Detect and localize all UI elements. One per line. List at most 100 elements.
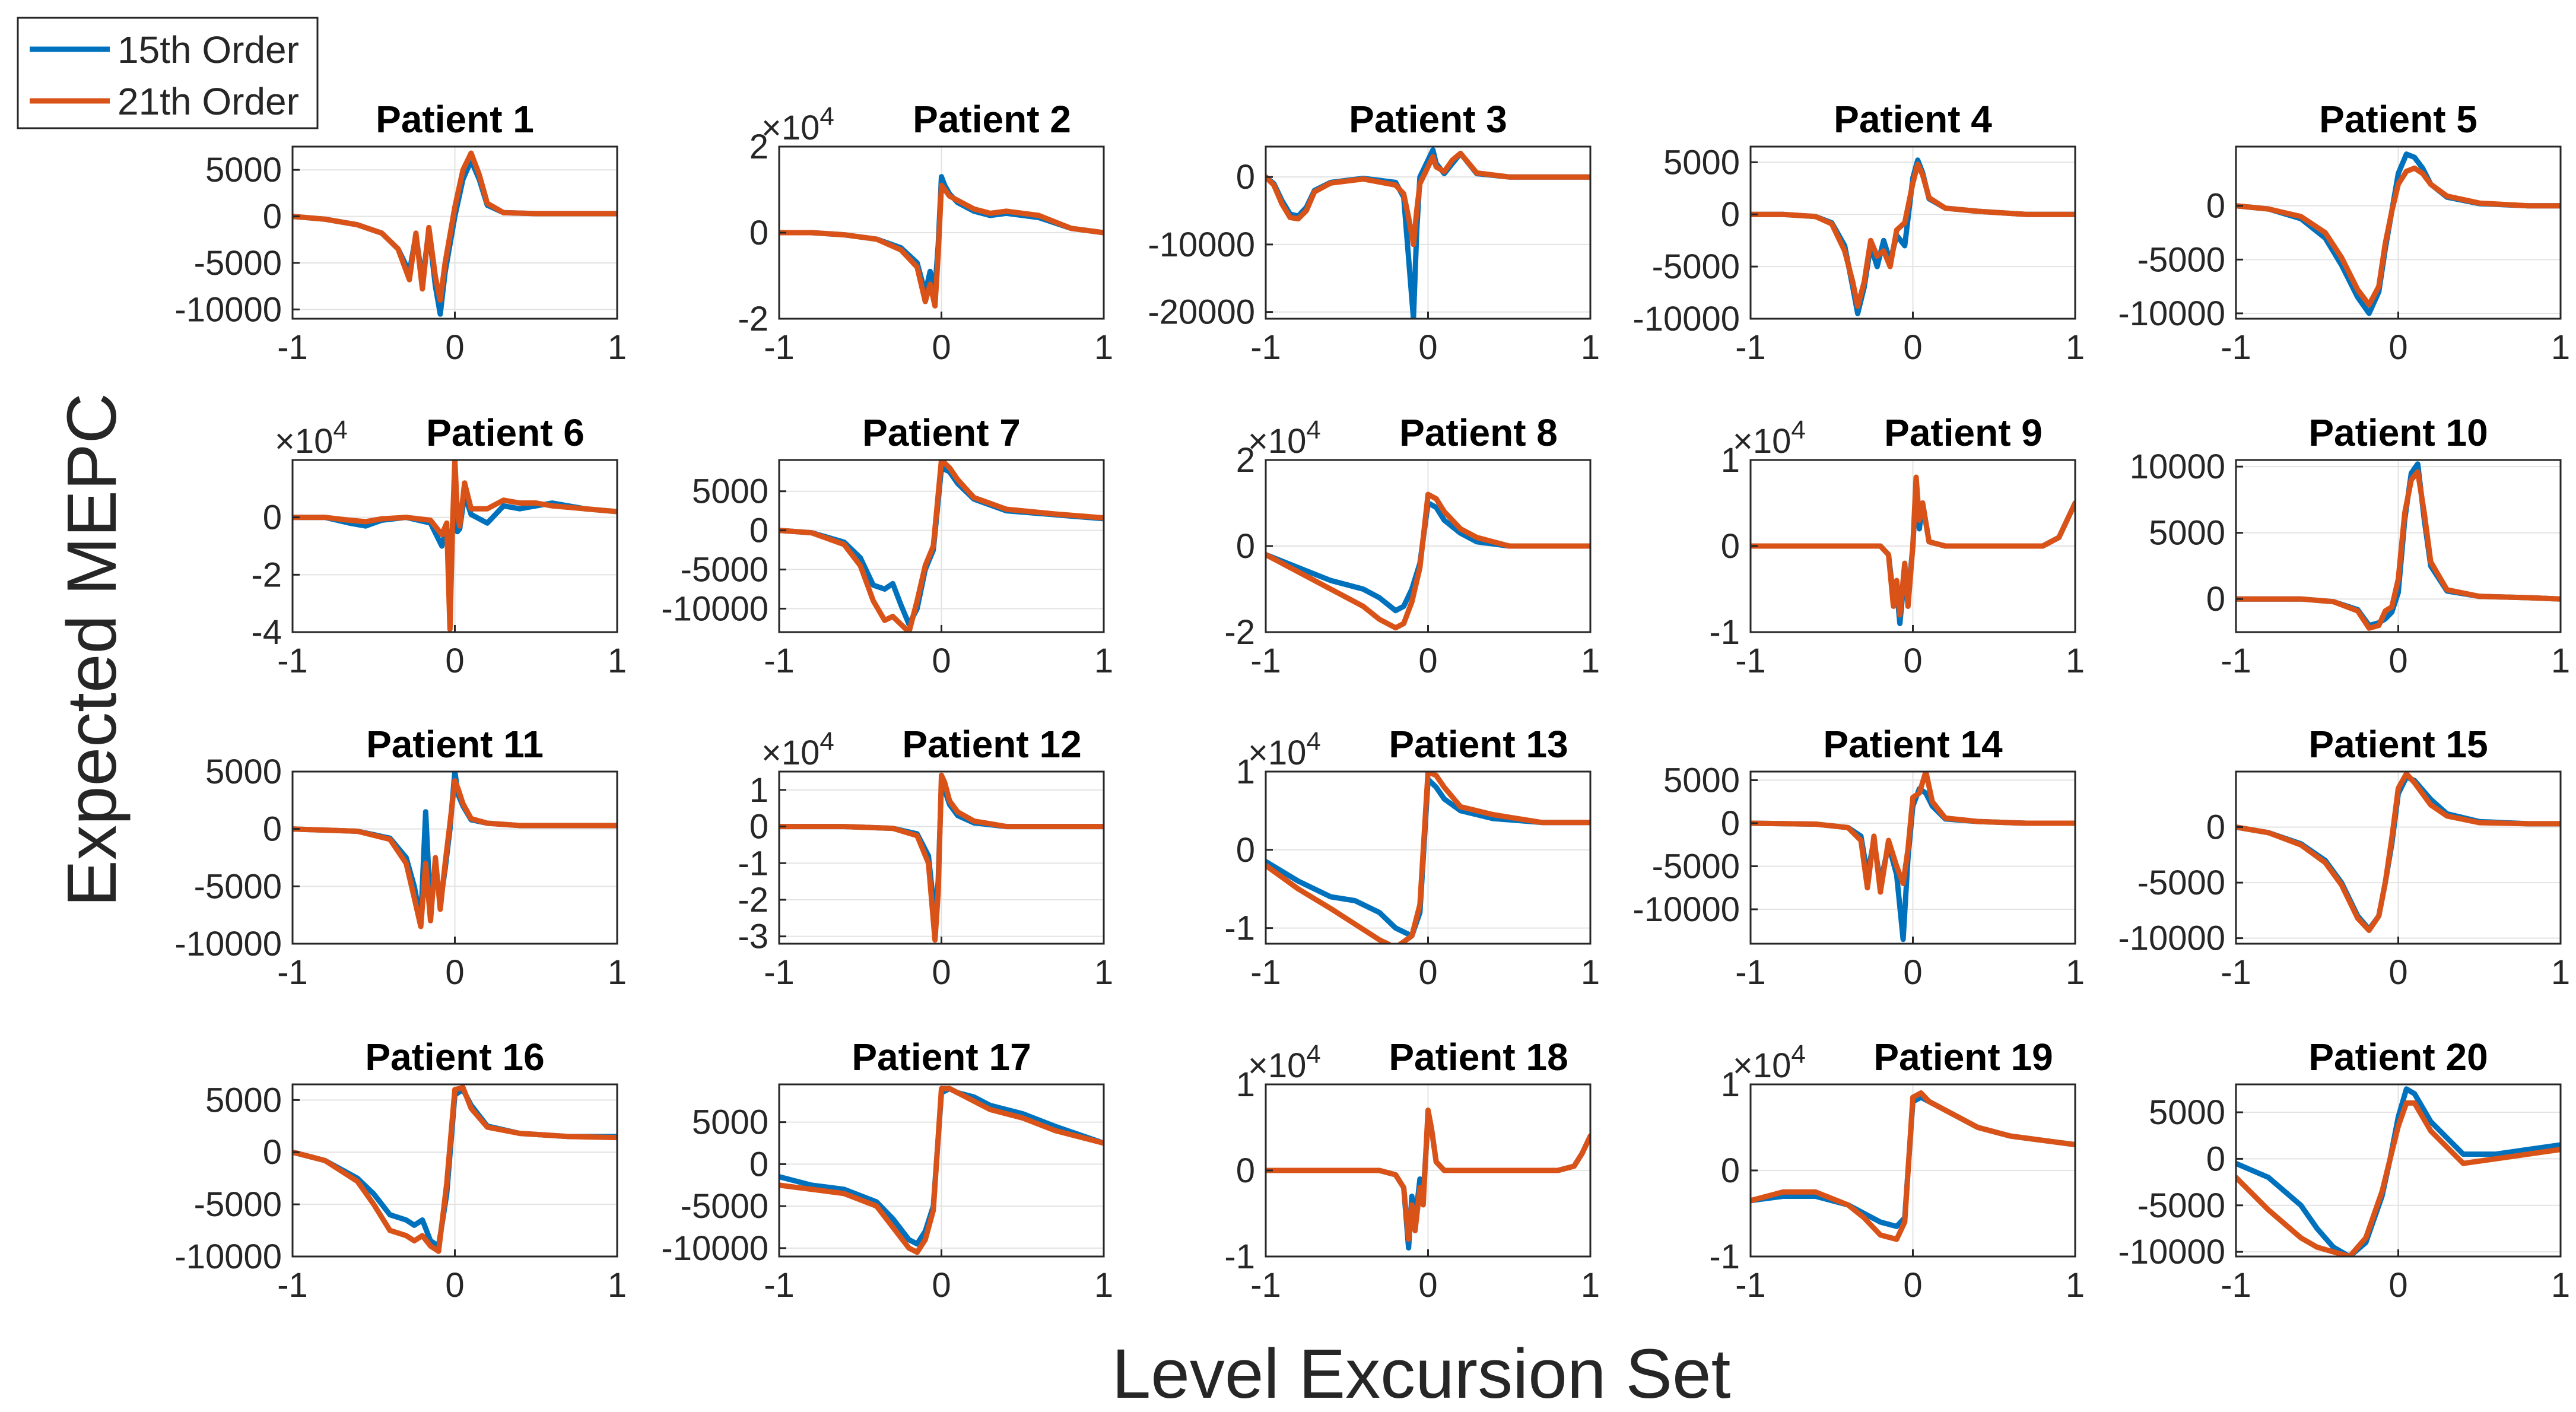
y-tick-label: -1	[1709, 613, 1740, 652]
subplot-title: Patient 1	[376, 98, 534, 141]
exponent-label: ×104	[1248, 1040, 1321, 1085]
y-tick-label: -3	[738, 918, 768, 956]
x-tick-label: 0	[1903, 328, 1922, 367]
y-tick-label: -5000	[194, 1185, 282, 1224]
y-tick-label: 0	[749, 214, 768, 252]
legend-label-21th-order: 21th Order	[117, 80, 299, 123]
y-tick-label: 0	[1721, 527, 1740, 566]
x-tick-label: 0	[445, 642, 464, 680]
x-tick-label: 1	[1581, 953, 1600, 992]
x-tick-label: 0	[932, 642, 951, 680]
y-tick-label: -2	[251, 556, 282, 594]
x-tick-label: -1	[764, 328, 795, 367]
y-tick-label: -2	[738, 881, 768, 919]
subplot-patient-16: -1 0 1 -10000 -5000 0 5000 Patient 16	[174, 1036, 627, 1305]
series-line-21th-order	[2236, 469, 2561, 631]
y-tick-label: 2	[1236, 441, 1255, 480]
series-group	[1266, 491, 1590, 631]
series-line-21th-order	[1266, 150, 1590, 248]
x-tick-label: -1	[277, 328, 308, 367]
y-tick-label: -5000	[2137, 240, 2225, 279]
series-group	[2236, 151, 2561, 316]
subplot-title: Patient 2	[913, 98, 1071, 141]
subplot-title: Patient 9	[1884, 411, 2043, 454]
x-tick-label: -1	[2221, 1266, 2251, 1305]
series-line-21th-order	[1266, 491, 1590, 631]
y-tick-label: -2	[738, 300, 768, 338]
y-tick-label: 0	[1236, 831, 1255, 870]
series-line-21th-order	[2236, 772, 2561, 933]
series-group	[293, 150, 617, 317]
y-tick-label: -10000	[1632, 300, 1740, 338]
series-group	[2236, 461, 2561, 631]
y-tick-label: -10000	[2118, 919, 2225, 958]
legend-box	[17, 17, 319, 129]
y-tick-label: -20000	[1148, 293, 1255, 332]
y-tick-label: 1	[1236, 1065, 1255, 1104]
subplot-title: Patient 3	[1349, 98, 1507, 141]
series-line-21th-order	[1751, 474, 2075, 618]
subplot-title: Patient 20	[2308, 1036, 2488, 1078]
series-line-21th-order	[2236, 1100, 2561, 1256]
y-tick-label: -10000	[661, 1229, 768, 1268]
y-tick-label: 0	[749, 512, 768, 550]
x-tick-label: -1	[277, 1266, 308, 1305]
series-line-21th-order	[293, 460, 617, 632]
series-group	[1751, 772, 2075, 943]
y-tick-label: 0	[749, 1145, 768, 1183]
x-tick-label: -1	[764, 1266, 795, 1305]
x-tick-label: 1	[2551, 953, 2570, 992]
x-tick-label: -1	[1735, 642, 1766, 680]
y-tick-label: -10000	[174, 925, 282, 963]
series-line-21th-order	[779, 772, 1104, 943]
x-tick-label: 1	[1581, 328, 1600, 367]
exponent-label: ×104	[275, 415, 348, 461]
x-tick-label: 0	[445, 953, 464, 992]
series-group	[1751, 474, 2075, 626]
series-group	[2236, 772, 2561, 933]
x-tick-label: 0	[2388, 1266, 2407, 1305]
series-group	[779, 772, 1104, 943]
y-tick-label: 0	[1236, 158, 1255, 196]
x-tick-label: 0	[1903, 642, 1922, 680]
subplot-title: Patient 12	[902, 723, 1081, 766]
y-tick-label: 10000	[2130, 448, 2225, 486]
series-line-21th-order	[1751, 161, 2075, 309]
x-tick-label: 0	[1418, 328, 1437, 367]
subplot-patient-5: -1 0 1 -10000 -5000 0 Patient 5	[2118, 98, 2570, 367]
subplot-title: Patient 8	[1399, 411, 1558, 454]
legend: 15th Order 21th Order	[17, 17, 319, 129]
y-tick-label: 0	[1236, 1151, 1255, 1190]
subplot-title: Patient 13	[1389, 723, 1568, 766]
y-tick-label: -10000	[661, 589, 768, 628]
y-tick-label: 0	[2206, 187, 2225, 226]
x-tick-label: 1	[608, 953, 627, 992]
y-tick-label: -10000	[174, 290, 282, 329]
y-tick-label: 0	[263, 1133, 282, 1172]
y-tick-label: -1	[738, 844, 768, 883]
x-tick-label: 1	[608, 1266, 627, 1305]
x-tick-label: -1	[1250, 642, 1281, 680]
y-tick-label: -10000	[174, 1238, 282, 1276]
subplot-patient-2: -1 0 1 -2 0 2×104 Patient 2	[738, 98, 1113, 367]
subplot-title: Patient 19	[1873, 1036, 2053, 1078]
x-tick-label: 1	[1581, 642, 1600, 680]
x-tick-label: -1	[1250, 953, 1281, 992]
x-tick-label: 0	[1418, 1266, 1437, 1305]
x-tick-label: -1	[2221, 953, 2251, 992]
x-tick-label: 1	[1094, 642, 1113, 680]
subplot-title: Patient 7	[862, 411, 1021, 454]
subplot-title: Patient 17	[852, 1036, 1031, 1078]
series-line-21th-order	[293, 150, 617, 303]
subplot-patient-6: -1 0 1 -4 -2 0 ×104 Patient 6	[251, 411, 627, 680]
y-tick-label: 5000	[2149, 1093, 2225, 1132]
y-tick-label: 5000	[205, 151, 282, 189]
series-group	[293, 460, 617, 632]
subplot-patient-11: -1 0 1 -10000 -5000 0 5000 Patient 11	[174, 723, 627, 992]
series-group	[779, 1086, 1104, 1255]
y-tick-label: -5000	[681, 551, 768, 589]
y-tick-label: -1	[1709, 1238, 1740, 1276]
x-tick-label: -1	[1735, 1266, 1766, 1305]
